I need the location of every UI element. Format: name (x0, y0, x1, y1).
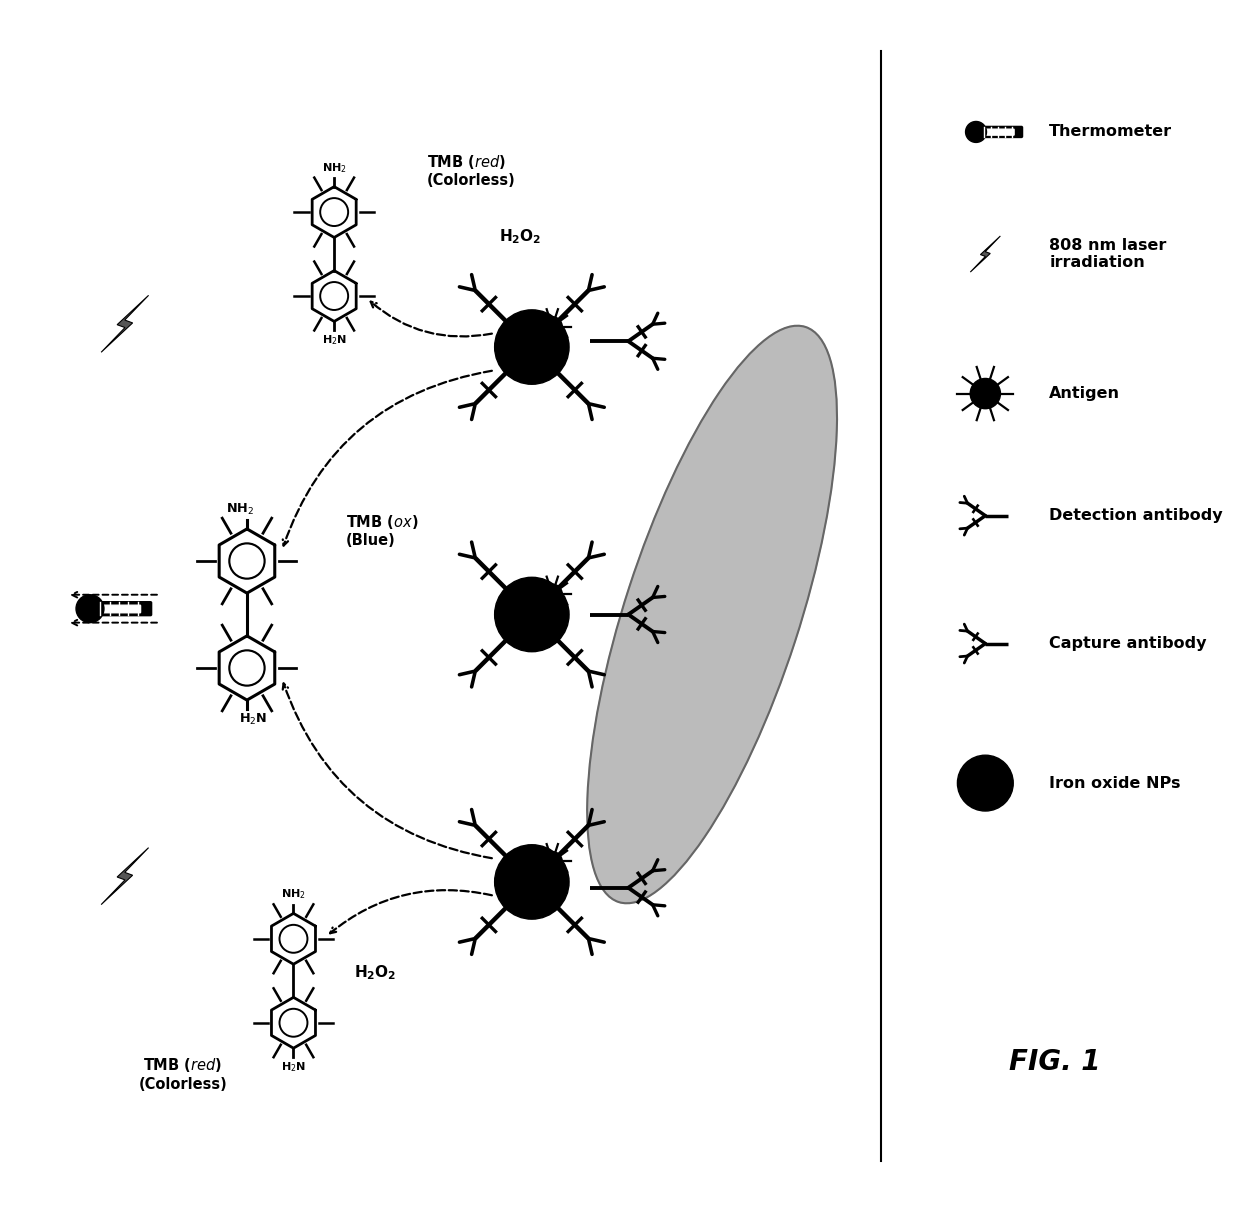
Circle shape (966, 122, 987, 143)
Text: H$_2$N: H$_2$N (281, 1061, 306, 1074)
FancyBboxPatch shape (94, 605, 140, 613)
Circle shape (957, 755, 1013, 811)
Circle shape (76, 595, 104, 623)
Polygon shape (971, 236, 1001, 272)
Text: Iron oxide NPs: Iron oxide NPs (1049, 775, 1180, 790)
Text: TMB ($\it{red}$)
(Colorless): TMB ($\it{red}$) (Colorless) (139, 1056, 227, 1091)
Text: TMB ($\it{red}$)
(Colorless): TMB ($\it{red}$) (Colorless) (428, 152, 516, 188)
Circle shape (542, 852, 562, 871)
Text: NH$_2$: NH$_2$ (227, 501, 254, 517)
Text: H$_2$N: H$_2$N (239, 712, 268, 728)
Text: $\mathbf{H_2O_2}$: $\mathbf{H_2O_2}$ (353, 964, 396, 982)
Polygon shape (102, 848, 149, 905)
Circle shape (542, 584, 562, 603)
Text: Detection antibody: Detection antibody (1049, 508, 1223, 524)
Text: 808 nm laser
irradiation: 808 nm laser irradiation (1049, 238, 1167, 270)
FancyBboxPatch shape (975, 127, 1023, 138)
FancyBboxPatch shape (89, 602, 151, 616)
Polygon shape (102, 295, 149, 353)
Text: TMB ($\it{ox}$)
(Blue): TMB ($\it{ox}$) (Blue) (346, 512, 418, 548)
Circle shape (495, 844, 569, 919)
Circle shape (495, 578, 569, 651)
Circle shape (970, 379, 1001, 409)
Ellipse shape (588, 326, 837, 903)
Text: Antigen: Antigen (1049, 386, 1120, 401)
Text: Thermometer: Thermometer (1049, 124, 1172, 139)
Text: $\mathbf{H_2O_2}$: $\mathbf{H_2O_2}$ (498, 227, 542, 246)
Circle shape (495, 310, 569, 385)
Text: NH$_2$: NH$_2$ (281, 887, 306, 901)
Text: FIG. 1: FIG. 1 (1009, 1048, 1101, 1077)
Text: Capture antibody: Capture antibody (1049, 637, 1207, 651)
FancyBboxPatch shape (978, 129, 1014, 135)
Circle shape (542, 317, 562, 337)
Text: H$_2$N: H$_2$N (321, 333, 347, 348)
Text: NH$_2$: NH$_2$ (321, 161, 347, 175)
